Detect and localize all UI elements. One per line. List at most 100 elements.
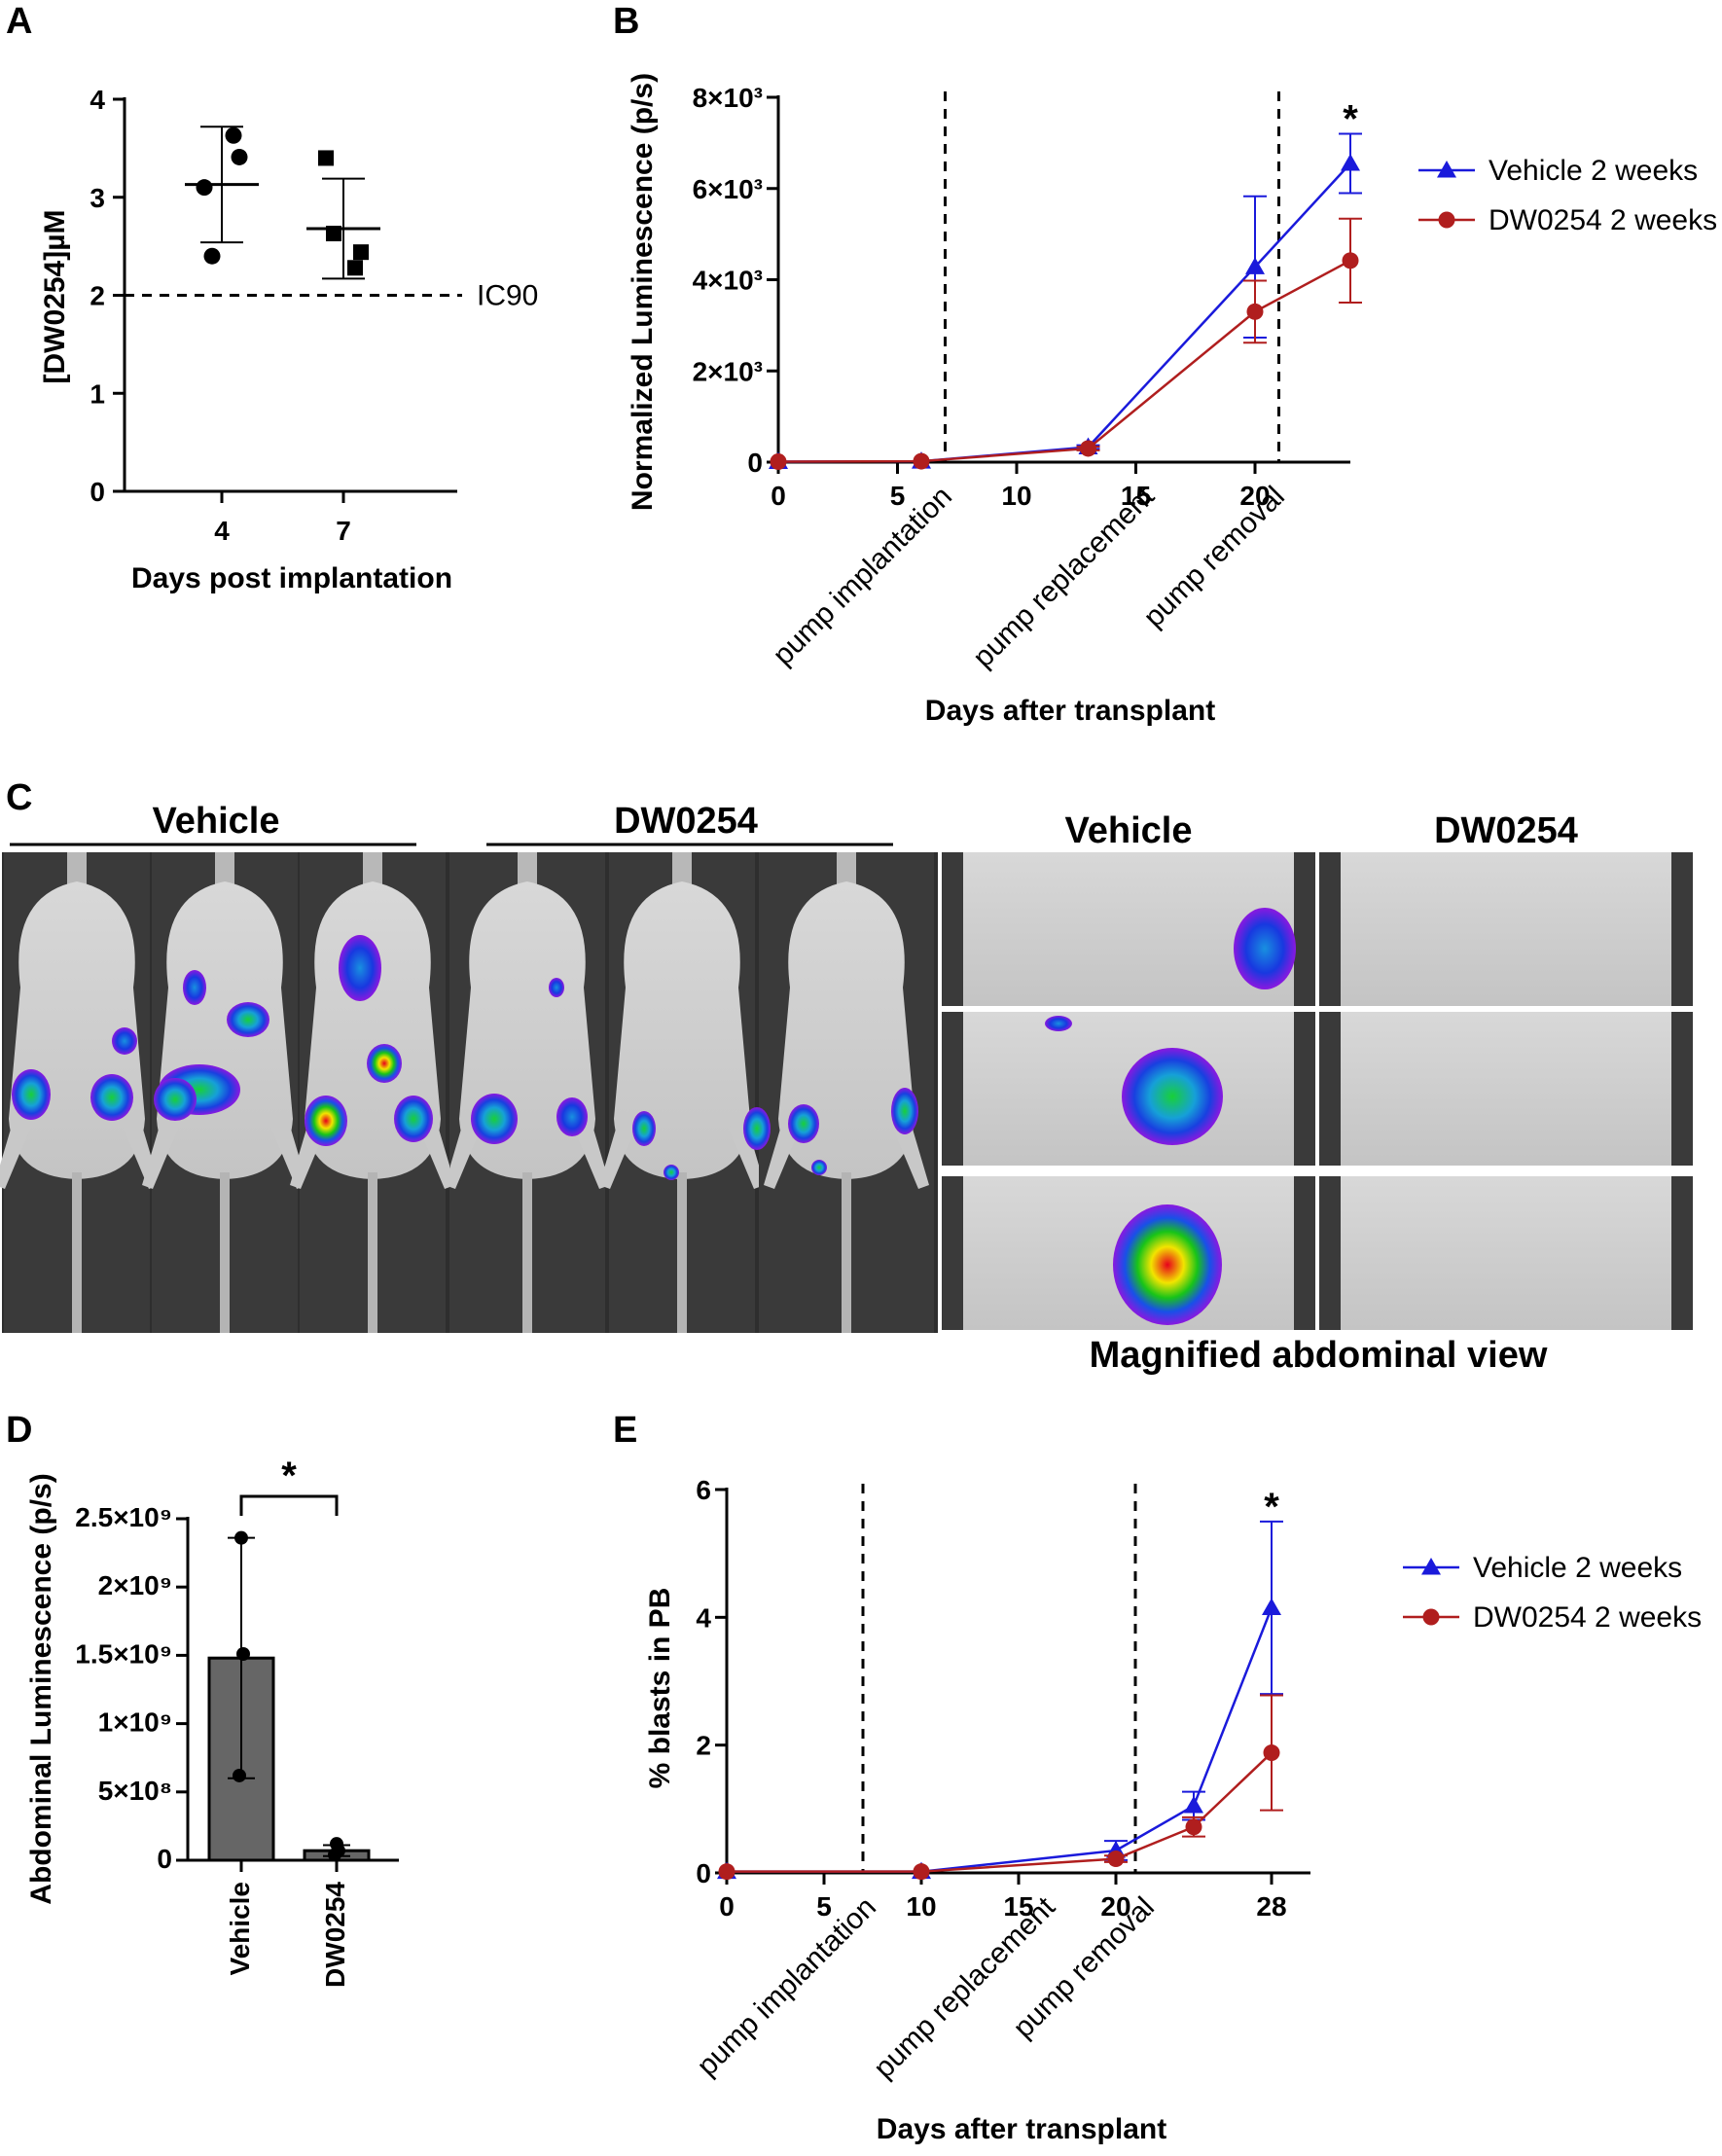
y-tick-label: 2×10⁹: [98, 1570, 172, 1600]
significance-bracket: [239, 1494, 339, 1516]
mouse-hind-leg: [142, 1109, 178, 1189]
x-tick-label: Vehicle: [225, 1882, 255, 1976]
x-tick-label: 15: [1121, 481, 1151, 511]
x-tick-label: 10: [906, 1891, 936, 1922]
significance-star: *: [1343, 98, 1358, 141]
legend-marker: [1438, 211, 1455, 229]
bioluminescence-signal: [183, 970, 206, 1005]
panel-c-imaging: Vehicle DW0254 Vehicle DW0254 Magnified …: [0, 801, 1693, 1376]
mouse-tail: [677, 1172, 687, 1333]
bioluminescence-signal: [1234, 908, 1296, 989]
magnified-abdomen: [1341, 1176, 1671, 1330]
bioluminescence-signal: [367, 1044, 402, 1083]
bioluminescence-signal: [788, 1104, 819, 1143]
mouse-tail: [522, 1172, 532, 1333]
bioluminescence-signal: [632, 1111, 656, 1146]
x-axis-title: Days after transplant: [925, 695, 1215, 727]
data-point: [1342, 252, 1359, 270]
bioluminescence-signal: [1045, 1016, 1072, 1031]
data-point: [1246, 303, 1264, 320]
x-tick-label: 28: [1256, 1891, 1286, 1922]
x-tick-label: 20: [1239, 481, 1270, 511]
y-tick-label: 0: [696, 1858, 711, 1888]
data-point: [1341, 153, 1360, 171]
legend-marker: [1437, 161, 1456, 178]
x-tick-label: 7: [336, 516, 351, 546]
mouse-hind-leg: [729, 1109, 765, 1189]
data-point: [203, 247, 221, 265]
bioluminescence-signal: [305, 1096, 347, 1146]
ic90-label: IC90: [477, 280, 538, 312]
legend-marker: [1421, 1558, 1441, 1575]
whole-body-image: [0, 852, 934, 1333]
data-point: [1107, 1851, 1125, 1868]
mouse-body: [157, 881, 293, 1179]
mouse-body: [614, 881, 750, 1179]
bioluminescence-signal: [556, 1097, 588, 1136]
nose-cone: [837, 852, 856, 891]
bioluminescence-signal: [227, 1002, 269, 1037]
x-tick-label: 10: [1001, 481, 1031, 511]
pump-annotation: pump implantation: [767, 481, 958, 672]
bioluminescence-signal: [743, 1107, 771, 1150]
nose-cone: [672, 852, 692, 891]
data-point: [1262, 1598, 1281, 1615]
legend-label: DW0254 2 weeks: [1473, 1601, 1702, 1634]
chart-a-drug-concentration: 0 1 2 3 4 4 7 Days post implantation [DW0254]µM I…: [39, 85, 538, 594]
data-point: [231, 148, 248, 165]
bioluminescence-signal: [339, 935, 381, 1001]
legend-label: DW0254 2 weeks: [1489, 204, 1717, 236]
y-axis-title: [DW0254]µM: [39, 210, 71, 384]
y-tick-label: 2: [90, 281, 105, 311]
panel-letter-e: E: [613, 1410, 637, 1451]
panel-letter-b: B: [613, 1, 639, 42]
magnified-view-caption: Magnified abdominal view: [1090, 1335, 1548, 1376]
data-point: [236, 1646, 250, 1661]
pump-annotation: pump removal: [1137, 481, 1291, 634]
series-line: [777, 162, 1351, 463]
data-point: [1185, 1818, 1202, 1836]
legend-label: Vehicle 2 weeks: [1489, 155, 1698, 187]
data-point: [1184, 1796, 1203, 1814]
data-point: [770, 453, 787, 471]
mouse-tail: [220, 1172, 230, 1333]
x-tick-label: 4: [214, 516, 230, 546]
y-tick-label: 2.5×10⁹: [75, 1502, 172, 1532]
data-point: [1080, 440, 1096, 457]
x-tick-label: 20: [1100, 1891, 1130, 1922]
chart-d-abdominal-luminescence: 0 5×10⁸ 1×10⁹ 1.5×10⁹ 2×10⁹ 2.5×10⁹ Vehicle DW0…: [25, 1455, 399, 1988]
mouse-tail: [72, 1172, 82, 1333]
bioluminescence-signal: [90, 1074, 133, 1121]
y-tick-label: 6: [696, 1475, 711, 1505]
x-tick-label: 5: [816, 1891, 832, 1922]
bioluminescence-signal: [811, 1160, 827, 1175]
bioluminescence-signal: [394, 1096, 433, 1142]
mouse-tail: [842, 1172, 851, 1333]
data-point: [718, 1863, 735, 1881]
group-label-vehicle: Vehicle: [153, 801, 280, 842]
significance-star: *: [281, 1455, 297, 1497]
y-tick-label: 6×10³: [693, 174, 763, 204]
x-tick-label: 5: [890, 481, 906, 511]
y-tick-label: 0: [157, 1844, 172, 1874]
x-tick-label: 15: [1003, 1891, 1033, 1922]
y-tick-label: 1×10⁹: [98, 1707, 172, 1738]
magnified-abdomen: [1341, 1012, 1671, 1166]
pump-annotation: pump replacement: [967, 480, 1161, 673]
series-line: [777, 259, 1351, 463]
data-point: [225, 126, 242, 144]
y-tick-label: 0: [90, 477, 105, 507]
nose-cone: [67, 852, 87, 891]
y-tick-label: 0: [747, 448, 763, 478]
x-axis-title: Days after transplant: [877, 2113, 1166, 2145]
pump-annotation: pump replacement: [868, 1890, 1061, 2084]
data-point: [353, 244, 369, 261]
bioluminescence-signal: [891, 1088, 918, 1134]
panel-letter-c: C: [6, 777, 32, 818]
y-tick-label: 2: [696, 1731, 711, 1761]
bioluminescence-signal: [1113, 1204, 1222, 1325]
bioluminescence-signal: [471, 1094, 518, 1144]
y-axis-title: Normalized Luminescence (p/s): [627, 73, 659, 511]
bioluminescence-signal: [12, 1069, 51, 1120]
